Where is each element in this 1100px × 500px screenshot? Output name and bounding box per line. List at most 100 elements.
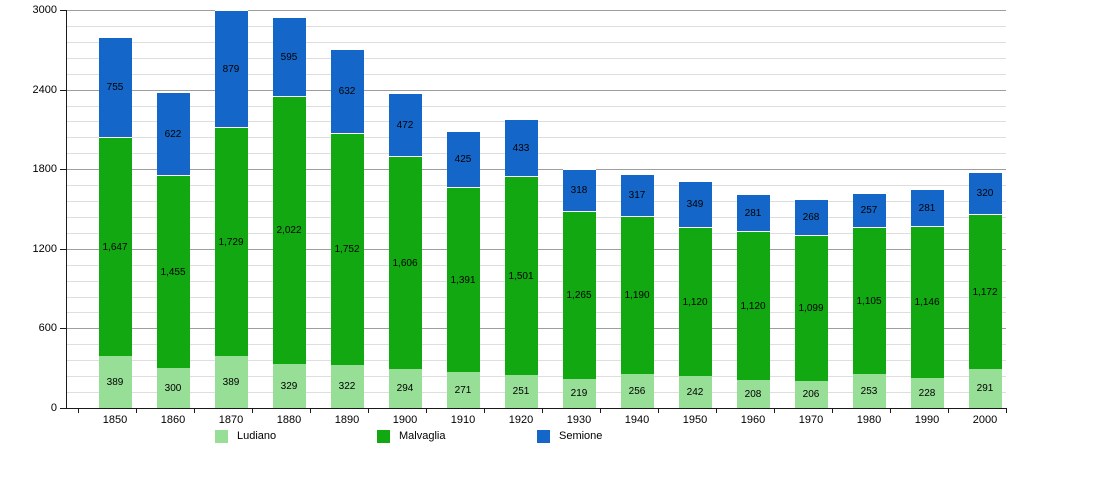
bar-segment-ludiano: 291 xyxy=(968,369,1002,408)
bar-segment-ludiano: 322 xyxy=(330,365,364,408)
bar-segment-semione: 879 xyxy=(214,10,248,127)
stacked-bar-1920: 251 1,501 433 xyxy=(504,119,538,408)
x-axis-line xyxy=(66,408,1007,409)
segment-value-label: 1,146 xyxy=(914,297,940,308)
bar-segment-semione: 622 xyxy=(156,92,190,175)
semione-swatch-icon xyxy=(537,429,550,443)
legend-label: Malvaglia xyxy=(399,430,446,442)
bar-segment-semione: 472 xyxy=(388,93,422,156)
x-axis-label: 1860 xyxy=(160,414,186,426)
segment-value-label: 1,172 xyxy=(972,286,998,298)
legend-item-ludiano: Ludiano xyxy=(215,429,276,443)
major-gridline xyxy=(66,89,1006,91)
x-axis-tick xyxy=(78,409,79,413)
segment-value-label: 281 xyxy=(744,207,762,219)
x-axis-label: 1870 xyxy=(218,414,244,426)
segment-value-label: 317 xyxy=(628,190,646,201)
segment-value-label: 1,455 xyxy=(160,266,186,278)
segment-value-label: 300 xyxy=(164,382,182,394)
stacked-bar-1960: 208 1,120 281 xyxy=(736,194,770,408)
segment-value-label: 433 xyxy=(512,142,530,154)
bar-segment-ludiano: 208 xyxy=(736,380,770,408)
bar-segment-ludiano: 251 xyxy=(504,375,538,408)
stacked-bar-1940: 256 1,190 317 xyxy=(620,174,654,408)
segment-value-label: 632 xyxy=(338,86,356,97)
minor-gridline xyxy=(66,57,1006,59)
bar-segment-semione: 632 xyxy=(330,49,364,133)
y-axis-label: 600 xyxy=(38,322,57,335)
bar-segment-semione: 257 xyxy=(852,193,886,227)
x-axis-label: 1990 xyxy=(914,414,940,426)
minor-gridline xyxy=(66,105,1006,107)
bar-segment-malvaglia: 1,146 xyxy=(910,226,944,378)
minor-gridline xyxy=(66,73,1006,75)
stacked-bar-1870: 389 1,729 879 xyxy=(214,10,248,408)
segment-value-label: 389 xyxy=(222,376,240,388)
x-axis-tick xyxy=(716,409,717,413)
bar-segment-malvaglia: 1,455 xyxy=(156,175,190,368)
segment-value-label: 425 xyxy=(454,154,472,165)
segment-value-label: 251 xyxy=(512,386,530,397)
x-axis-tick xyxy=(658,409,659,413)
segment-value-label: 472 xyxy=(396,119,414,131)
segment-value-label: 755 xyxy=(106,82,124,93)
plot-area: 389 1,647 755 300 1,455 622 389 1,729 879 329 2,02… xyxy=(66,10,1006,408)
y-axis-label: 0 xyxy=(50,402,57,414)
y-axis-label: 3000 xyxy=(32,4,57,16)
y-axis-tick xyxy=(60,89,66,91)
bar-segment-malvaglia: 1,105 xyxy=(852,227,886,374)
segment-value-label: 1,120 xyxy=(740,300,766,312)
bar-segment-malvaglia: 1,172 xyxy=(968,214,1002,369)
x-axis-label: 1950 xyxy=(682,414,708,426)
x-axis-label: 1930 xyxy=(566,414,592,426)
bar-segment-malvaglia: 1,120 xyxy=(736,231,770,380)
segment-value-label: 322 xyxy=(338,381,356,392)
x-axis-tick xyxy=(194,409,195,413)
x-axis-tick xyxy=(948,409,949,413)
segment-value-label: 1,647 xyxy=(102,241,128,253)
bar-segment-ludiano: 242 xyxy=(678,376,712,408)
x-axis-label: 1880 xyxy=(276,414,302,426)
y-axis-tick xyxy=(60,169,66,171)
stacked-bar-1890: 322 1,752 632 xyxy=(330,49,364,408)
bar-segment-malvaglia: 1,120 xyxy=(678,227,712,376)
bar-segment-malvaglia: 1,752 xyxy=(330,133,364,365)
major-gridline xyxy=(66,10,1006,11)
segment-value-label: 622 xyxy=(164,128,182,140)
x-axis-label: 1960 xyxy=(740,414,766,426)
bar-segment-ludiano: 228 xyxy=(910,378,944,408)
segment-value-label: 291 xyxy=(976,383,994,394)
segment-value-label: 228 xyxy=(918,387,936,399)
segment-value-label: 294 xyxy=(396,383,414,394)
segment-value-label: 268 xyxy=(802,212,820,223)
minor-gridline xyxy=(66,25,1006,27)
segment-value-label: 206 xyxy=(802,389,820,400)
segment-value-label: 208 xyxy=(744,388,762,400)
bar-segment-semione: 281 xyxy=(910,189,944,226)
bar-segment-semione: 281 xyxy=(736,194,770,231)
x-axis-label: 2000 xyxy=(972,414,998,426)
minor-gridline xyxy=(66,41,1006,43)
segment-value-label: 389 xyxy=(106,376,124,388)
stacked-bar-1970: 206 1,099 268 xyxy=(794,199,828,408)
segment-value-label: 595 xyxy=(280,51,298,63)
bar-segment-semione: 425 xyxy=(446,131,480,187)
segment-value-label: 242 xyxy=(686,386,704,398)
bar-segment-ludiano: 219 xyxy=(562,379,596,408)
bar-segment-ludiano: 329 xyxy=(272,364,306,408)
x-axis-tick xyxy=(484,409,485,413)
segment-value-label: 256 xyxy=(628,385,646,397)
bar-segment-ludiano: 253 xyxy=(852,374,886,408)
x-axis-tick xyxy=(600,409,601,413)
bar-segment-semione: 268 xyxy=(794,199,828,235)
stacked-bar-2000: 291 1,172 320 xyxy=(968,172,1002,408)
x-axis-tick xyxy=(252,409,253,413)
x-axis-tick xyxy=(542,409,543,413)
y-axis-line xyxy=(66,10,67,409)
segment-value-label: 281 xyxy=(918,202,936,214)
bar-segment-malvaglia: 1,190 xyxy=(620,216,654,374)
stacked-bar-1880: 329 2,022 595 xyxy=(272,17,306,408)
y-axis-tick xyxy=(60,248,66,250)
bar-segment-malvaglia: 1,647 xyxy=(98,137,132,356)
legend-label: Semione xyxy=(559,430,603,442)
